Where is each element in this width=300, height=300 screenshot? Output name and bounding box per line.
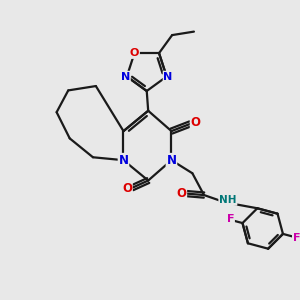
Text: O: O	[176, 187, 186, 200]
Text: O: O	[122, 182, 132, 196]
Text: O: O	[130, 48, 139, 58]
Text: F: F	[226, 214, 234, 224]
Text: N: N	[121, 71, 130, 82]
Text: N: N	[164, 71, 173, 82]
Text: F: F	[293, 233, 300, 243]
Text: O: O	[190, 116, 201, 129]
Text: NH: NH	[219, 195, 237, 205]
Text: N: N	[118, 154, 128, 167]
Text: N: N	[167, 154, 176, 167]
